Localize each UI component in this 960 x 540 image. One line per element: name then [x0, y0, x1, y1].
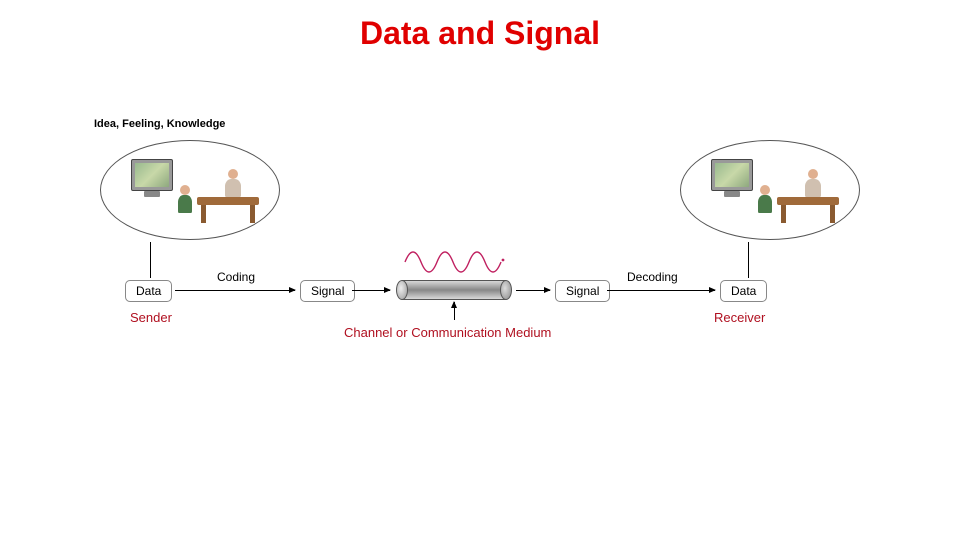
data-box-left: Data: [125, 280, 172, 302]
arrow-icon: [175, 290, 295, 291]
person-icon: [221, 169, 245, 199]
monitor-stand-icon: [724, 191, 740, 197]
person-icon: [801, 169, 825, 199]
receiver-oval: [680, 140, 860, 240]
connector-line: [150, 242, 151, 278]
arrow-icon: [352, 290, 390, 291]
page-title: Data and Signal: [0, 15, 960, 52]
idea-label: Idea, Feeling, Knowledge: [94, 118, 225, 130]
channel-label: Channel or Communication Medium: [344, 325, 551, 340]
person-icon: [175, 185, 195, 215]
person-icon: [755, 185, 775, 215]
connector-line: [748, 242, 749, 278]
monitor-icon: [711, 159, 753, 191]
receiver-label: Receiver: [714, 310, 765, 325]
coding-label: Coding: [217, 270, 255, 284]
signal-box-right: Signal: [555, 280, 610, 302]
arrow-up-icon: [454, 302, 455, 320]
signal-box-left: Signal: [300, 280, 355, 302]
data-box-right: Data: [720, 280, 767, 302]
diagram-container: Idea, Feeling, Knowledge: [100, 130, 860, 380]
sender-oval: [100, 140, 280, 240]
decoding-label: Decoding: [627, 270, 678, 284]
arrow-icon: [607, 290, 715, 291]
arrow-icon: [516, 290, 550, 291]
channel-cylinder-icon: [396, 280, 512, 300]
sender-label: Sender: [130, 310, 172, 325]
monitor-stand-icon: [144, 191, 160, 197]
signal-wave-icon: [400, 248, 510, 276]
monitor-icon: [131, 159, 173, 191]
